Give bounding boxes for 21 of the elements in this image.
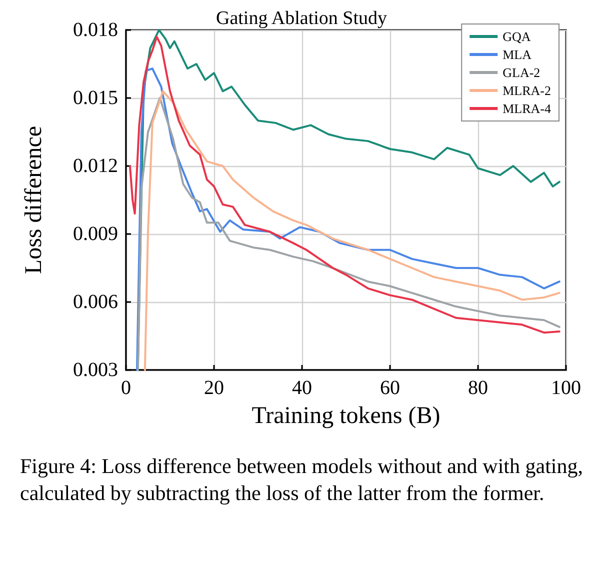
y-tick-label: 0.012 — [73, 155, 118, 177]
y-tick-label: 0.003 — [73, 359, 118, 381]
chart-title: Gating Ablation Study — [216, 8, 388, 29]
x-tick-label: 100 — [551, 377, 581, 399]
caption: Figure 4: Loss difference between models without and with gating, calculated by subtracting the loss of the latter from the former. — [20, 453, 583, 507]
legend-label: MLRA-4 — [502, 101, 552, 116]
x-tick-label: 40 — [292, 377, 312, 399]
x-tick-label: 80 — [468, 377, 488, 399]
legend-label: MLRA-2 — [502, 83, 551, 98]
x-axis-title: Training tokens (B) — [252, 403, 440, 429]
x-tick-label: 20 — [204, 377, 224, 399]
y-tick-label: 0.009 — [73, 223, 118, 245]
y-tick-label: 0.015 — [73, 87, 118, 109]
legend-label: MLA — [502, 47, 532, 62]
y-axis-title: Loss difference — [21, 126, 47, 274]
x-tick-label: 0 — [121, 377, 131, 399]
y-tick-label: 0.006 — [73, 291, 118, 313]
x-tick-label: 60 — [380, 377, 400, 399]
y-tick-label: 0.018 — [73, 19, 118, 41]
legend-label: GQA — [502, 29, 532, 44]
legend-label: GLA-2 — [502, 65, 540, 80]
